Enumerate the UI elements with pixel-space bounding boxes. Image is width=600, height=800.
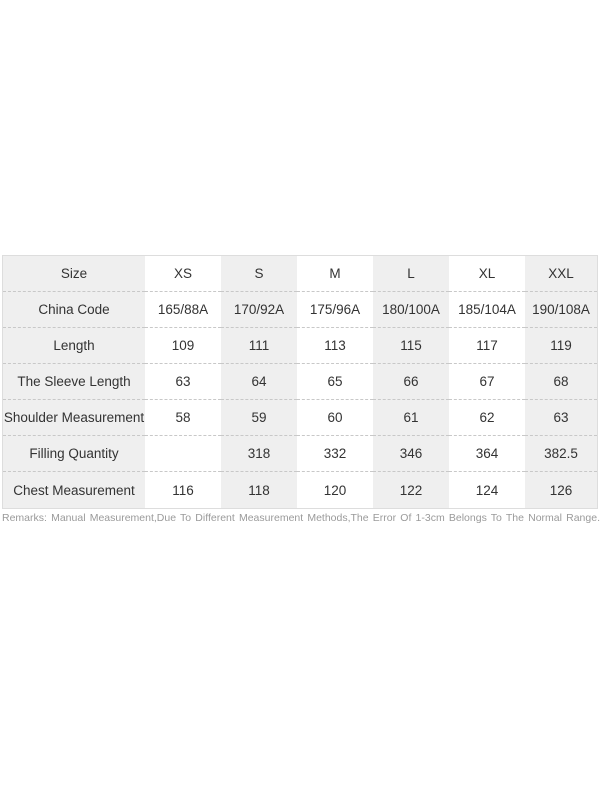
table-cell: 170/92A (221, 292, 297, 328)
row-label: Size (3, 256, 145, 292)
table-cell: 65 (297, 364, 373, 400)
table-cell: 120 (297, 472, 373, 508)
table-cell: 382.5 (525, 436, 597, 472)
table-cell: 115 (373, 328, 449, 364)
table-cell: 67 (449, 364, 525, 400)
size-chart-table: Size XS S M L XL XXL China Code 165/88A 170/92A 17… (2, 255, 598, 509)
table-cell: 64 (221, 364, 297, 400)
table-cell: 117 (449, 328, 525, 364)
table-cell: 63 (145, 364, 221, 400)
table-cell: 68 (525, 364, 597, 400)
table-cell: 346 (373, 436, 449, 472)
row-label: The Sleeve Length (3, 364, 145, 400)
table-cell: 60 (297, 400, 373, 436)
size-header-cell: XL (449, 256, 525, 292)
table-cell: 122 (373, 472, 449, 508)
table-cell: 175/96A (297, 292, 373, 328)
size-header-cell: XXL (525, 256, 597, 292)
table-cell: 118 (221, 472, 297, 508)
table-cell: 126 (525, 472, 597, 508)
table-cell: 58 (145, 400, 221, 436)
row-label: Length (3, 328, 145, 364)
table-cell: 59 (221, 400, 297, 436)
table-cell: 111 (221, 328, 297, 364)
table-cell: 332 (297, 436, 373, 472)
row-label: China Code (3, 292, 145, 328)
table-cell: 62 (449, 400, 525, 436)
table-cell: 165/88A (145, 292, 221, 328)
size-header-cell: L (373, 256, 449, 292)
size-header-cell: XS (145, 256, 221, 292)
size-header-cell: M (297, 256, 373, 292)
table-cell: 318 (221, 436, 297, 472)
table-cell: 63 (525, 400, 597, 436)
table-cell: 185/104A (449, 292, 525, 328)
row-label: Shoulder Measurement (3, 400, 145, 436)
table-cell: 364 (449, 436, 525, 472)
table-cell: 113 (297, 328, 373, 364)
row-label: Chest Measurement (3, 472, 145, 508)
table-cell: 119 (525, 328, 597, 364)
table-cell: 180/100A (373, 292, 449, 328)
table-cell: 61 (373, 400, 449, 436)
remarks-text: Remarks: Manual Measurement,Due To Diffe… (2, 512, 600, 524)
row-label: Filling Quantity (3, 436, 145, 472)
table-cell (145, 436, 221, 472)
table-cell: 124 (449, 472, 525, 508)
table-cell: 116 (145, 472, 221, 508)
table-cell: 66 (373, 364, 449, 400)
table-cell: 109 (145, 328, 221, 364)
table-cell: 190/108A (525, 292, 597, 328)
size-header-cell: S (221, 256, 297, 292)
